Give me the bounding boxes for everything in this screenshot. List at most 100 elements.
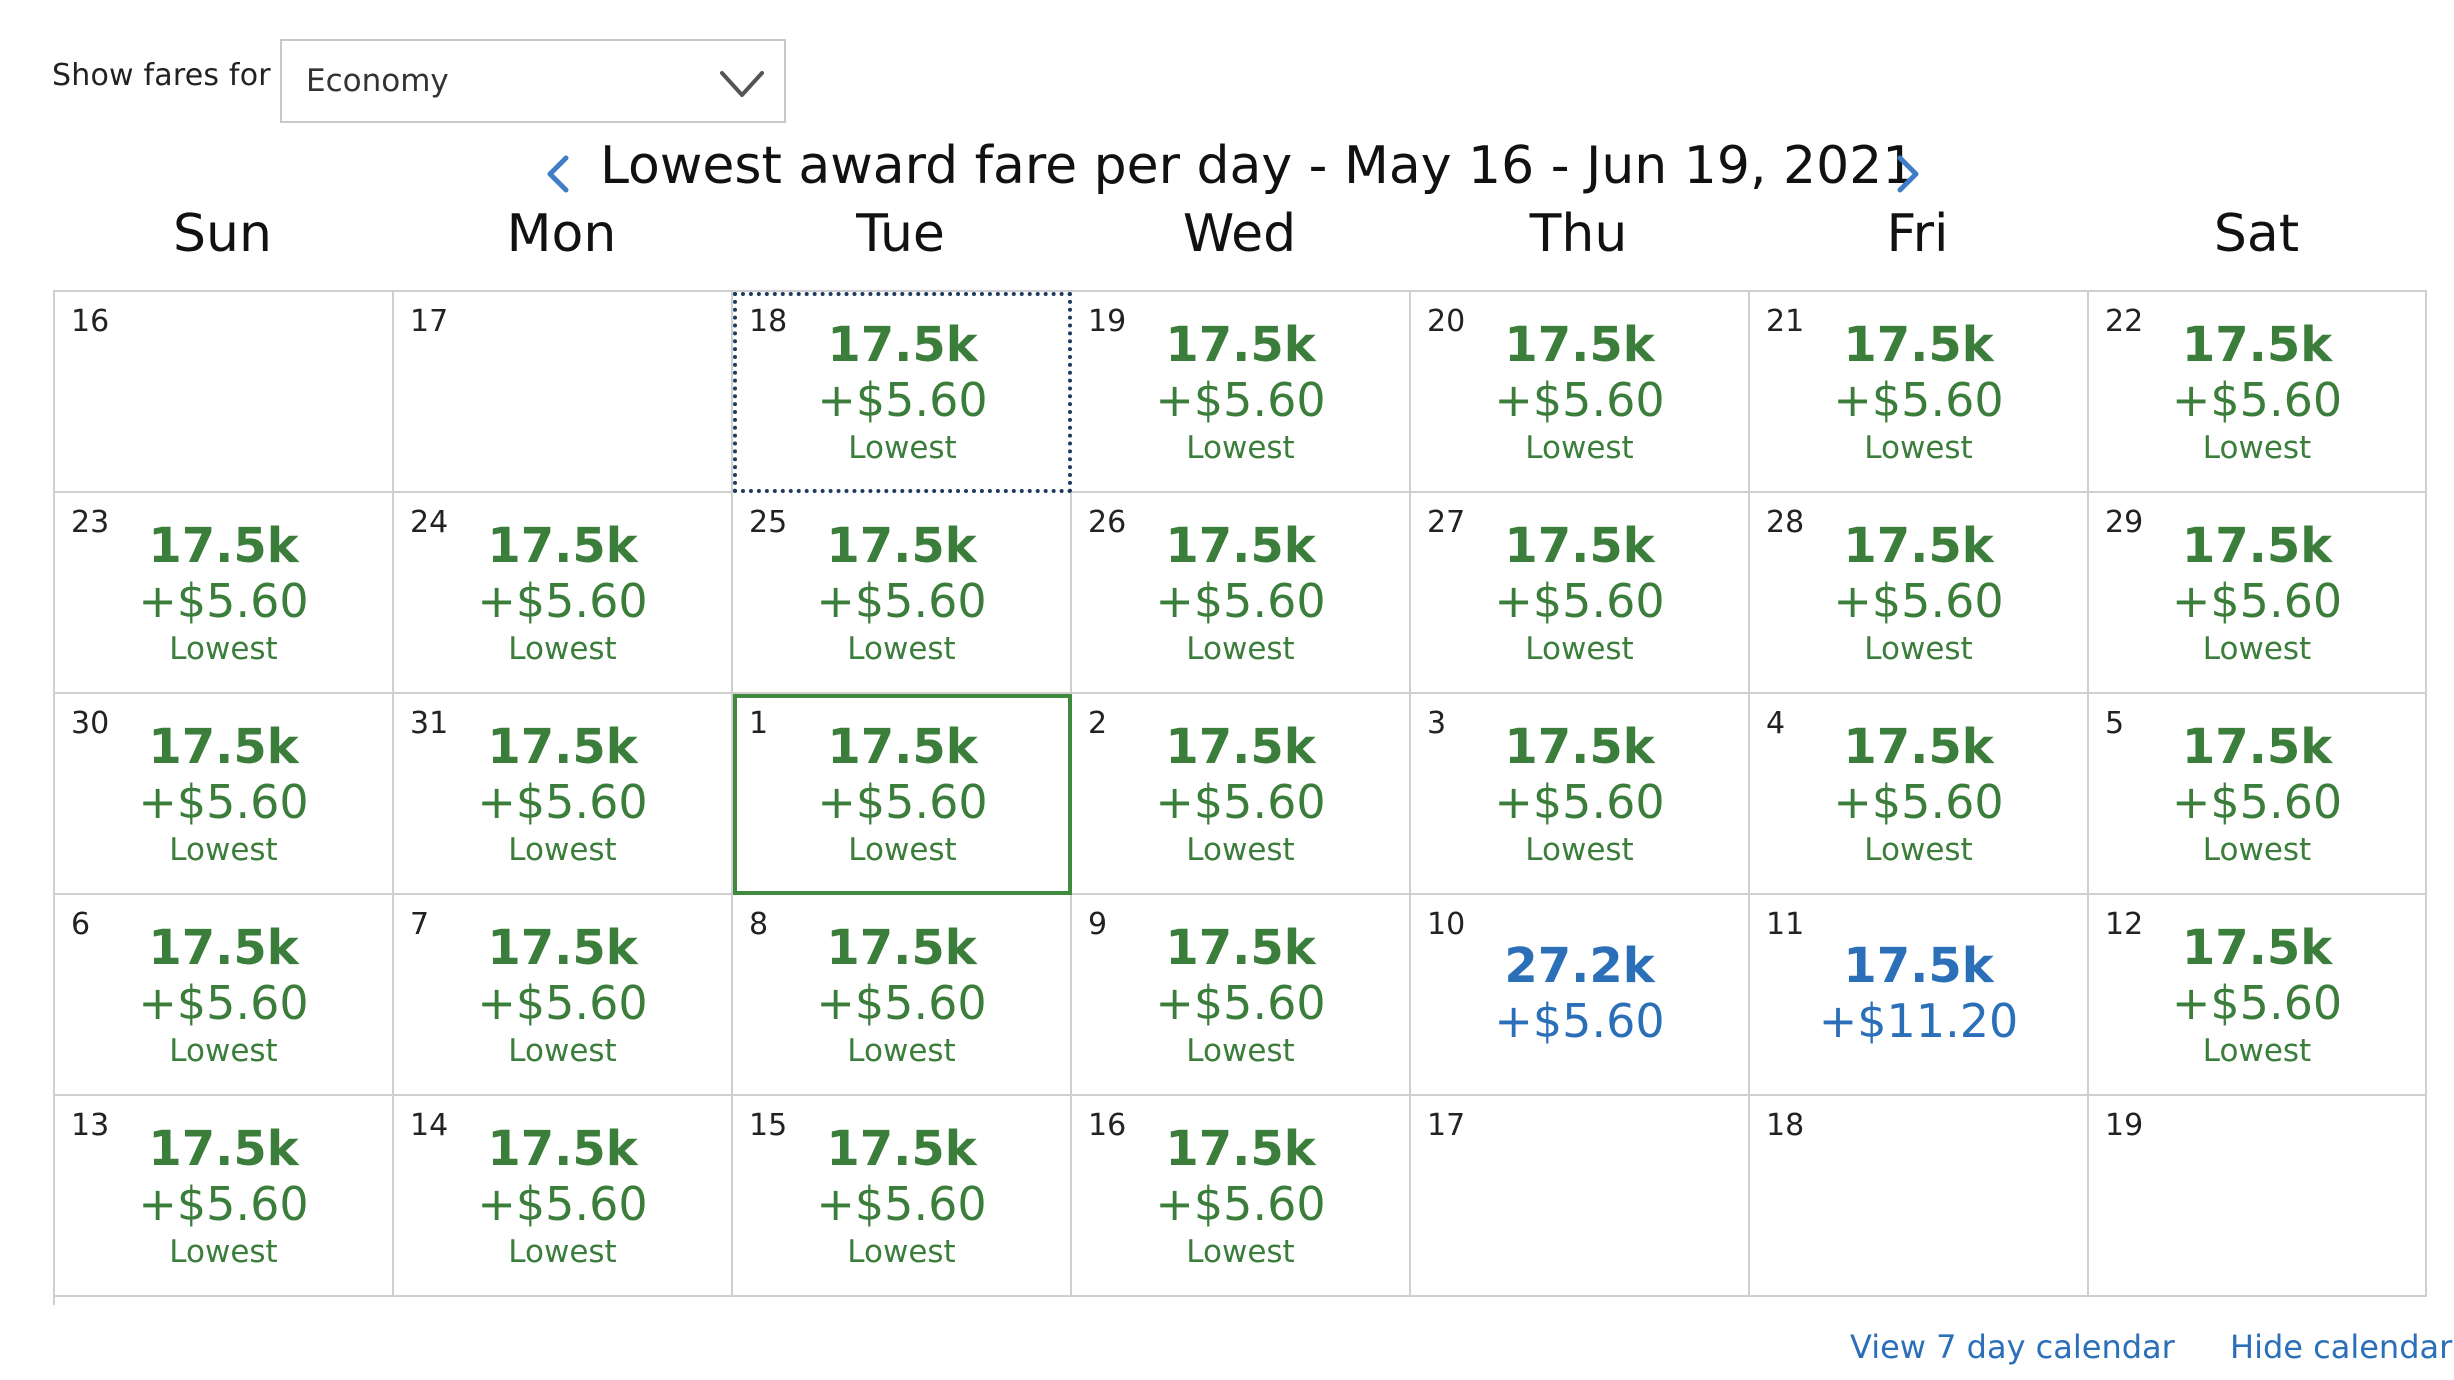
fare-info: 17.5k +$5.60 Lowest: [737, 718, 1068, 872]
previous-range-icon[interactable]: [538, 150, 578, 198]
calendar-day-cell[interactable]: 26 17.5k +$5.60 Lowest: [1072, 493, 1411, 694]
fare-taxes: +$5.60: [1833, 574, 2004, 628]
fare-taxes: +$5.60: [817, 775, 988, 829]
day-number: 18: [749, 304, 788, 339]
fare-info: 17.5k +$5.60 Lowest: [733, 919, 1070, 1073]
day-number: 27: [1427, 505, 1466, 540]
calendar-day-cell[interactable]: 30 17.5k +$5.60 Lowest: [55, 694, 394, 895]
calendar-day-cell[interactable]: 4 17.5k +$5.60 Lowest: [1750, 694, 2089, 895]
fare-taxes: +$5.60: [477, 1177, 648, 1231]
fare-info: 27.2k +$5.60: [1411, 937, 1748, 1047]
fare-info: 17.5k +$5.60 Lowest: [2089, 517, 2425, 671]
calendar-day-cell[interactable]: 23 17.5k +$5.60 Lowest: [55, 493, 394, 694]
calendar-day-cell-empty: 17: [394, 292, 733, 493]
day-number: 14: [410, 1108, 449, 1143]
fare-miles: 17.5k: [1843, 518, 1994, 574]
fare-taxes: +$5.60: [1155, 775, 1326, 829]
fare-taxes: +$5.60: [2171, 574, 2343, 628]
calendar-day-cell[interactable]: 22 17.5k +$5.60 Lowest: [2089, 292, 2427, 493]
weekday-fri: Fri: [1886, 204, 1949, 264]
day-number: 16: [71, 304, 110, 339]
fare-miles: 27.2k: [1504, 938, 1655, 994]
fare-taxes: +$5.60: [1494, 373, 1665, 427]
next-range-icon[interactable]: [1888, 150, 1928, 198]
fare-miles: 17.5k: [826, 518, 977, 574]
lowest-fare-label: Lowest: [1864, 430, 1973, 466]
calendar-day-cell[interactable]: 5 17.5k +$5.60 Lowest: [2089, 694, 2427, 895]
fare-miles: 17.5k: [1165, 1121, 1316, 1177]
day-number: 24: [410, 505, 449, 540]
calendar-day-cell[interactable]: 20 17.5k +$5.60 Lowest: [1411, 292, 1750, 493]
calendar-day-cell[interactable]: 3 17.5k +$5.60 Lowest: [1411, 694, 1750, 895]
day-number: 13: [71, 1108, 110, 1143]
lowest-fare-label: Lowest: [1525, 430, 1634, 466]
day-number: 1: [749, 706, 769, 741]
lowest-fare-label: Lowest: [847, 1234, 956, 1270]
calendar-day-cell[interactable]: 14 17.5k +$5.60 Lowest: [394, 1096, 733, 1297]
calendar-day-cell[interactable]: 15 17.5k +$5.60 Lowest: [733, 1096, 1072, 1297]
calendar-day-cell[interactable]: 9 17.5k +$5.60 Lowest: [1072, 895, 1411, 1096]
fare-taxes: +$5.60: [1155, 373, 1326, 427]
lowest-fare-label: Lowest: [847, 1033, 956, 1069]
calendar-day-cell[interactable]: 8 17.5k +$5.60 Lowest: [733, 895, 1072, 1096]
calendar-day-cell[interactable]: 24 17.5k +$5.60 Lowest: [394, 493, 733, 694]
calendar-day-cell[interactable]: 28 17.5k +$5.60 Lowest: [1750, 493, 2089, 694]
fare-class-label: Show fares for: [52, 58, 271, 93]
fare-taxes: +$5.60: [2171, 775, 2343, 829]
day-number: 29: [2105, 505, 2144, 540]
calendar-day-cell[interactable]: 21 17.5k +$5.60 Lowest: [1750, 292, 2089, 493]
fare-info: 17.5k +$5.60 Lowest: [394, 517, 731, 671]
calendar-day-cell[interactable]: 29 17.5k +$5.60 Lowest: [2089, 493, 2427, 694]
calendar-day-cell[interactable]: 6 17.5k +$5.60 Lowest: [55, 895, 394, 1096]
fare-taxes: +$5.60: [477, 775, 648, 829]
calendar-day-cell[interactable]: 10 27.2k +$5.60: [1411, 895, 1750, 1096]
lowest-fare-label: Lowest: [169, 1033, 278, 1069]
day-number: 6: [71, 907, 91, 942]
day-number: 30: [71, 706, 110, 741]
hide-calendar-link[interactable]: Hide calendar: [2230, 1328, 2453, 1366]
day-number: 20: [1427, 304, 1466, 339]
fare-info: 17.5k +$5.60 Lowest: [1750, 517, 2087, 671]
calendar-day-cell[interactable]: 7 17.5k +$5.60 Lowest: [394, 895, 733, 1096]
calendar-day-cell[interactable]: 25 17.5k +$5.60 Lowest: [733, 493, 1072, 694]
calendar-day-cell[interactable]: 18 17.5k +$5.60 Lowest: [733, 292, 1072, 493]
fare-taxes: +$5.60: [2171, 976, 2343, 1030]
day-number: 21: [1766, 304, 1805, 339]
fare-taxes: +$5.60: [1155, 976, 1326, 1030]
view-7-day-calendar-link[interactable]: View 7 day calendar: [1850, 1328, 2175, 1366]
calendar-day-cell[interactable]: 2 17.5k +$5.60 Lowest: [1072, 694, 1411, 895]
day-number: 28: [1766, 505, 1805, 540]
calendar-day-cell[interactable]: 1 17.5k +$5.60 Lowest: [733, 694, 1072, 895]
fare-miles: 17.5k: [487, 719, 638, 775]
lowest-fare-label: Lowest: [1864, 631, 1973, 667]
fare-taxes: +$5.60: [816, 574, 987, 628]
fare-info: 17.5k +$5.60 Lowest: [1072, 919, 1409, 1073]
calendar-day-cell[interactable]: 27 17.5k +$5.60 Lowest: [1411, 493, 1750, 694]
fare-class-select[interactable]: Economy: [280, 39, 786, 123]
fare-info: 17.5k +$5.60 Lowest: [2089, 718, 2425, 872]
calendar-day-cell[interactable]: 16 17.5k +$5.60 Lowest: [1072, 1096, 1411, 1297]
calendar-day-cell-empty: 17: [1411, 1096, 1750, 1297]
calendar-day-cell[interactable]: 11 17.5k +$11.20: [1750, 895, 2089, 1096]
fare-taxes: +$5.60: [138, 976, 309, 1030]
calendar-day-cell[interactable]: 13 17.5k +$5.60 Lowest: [55, 1096, 394, 1297]
lowest-fare-label: Lowest: [848, 832, 957, 868]
weekday-thu: Thu: [1529, 204, 1628, 264]
day-number: 19: [1088, 304, 1127, 339]
fare-info: 17.5k +$5.60 Lowest: [1411, 718, 1748, 872]
calendar-day-cell[interactable]: 31 17.5k +$5.60 Lowest: [394, 694, 733, 895]
fare-miles: 17.5k: [826, 920, 977, 976]
weekday-header: Sun Mon Tue Wed Thu Fri Sat: [53, 204, 2427, 284]
fare-miles: 17.5k: [1165, 719, 1316, 775]
calendar-day-cell[interactable]: 19 17.5k +$5.60 Lowest: [1072, 292, 1411, 493]
calendar-day-cell[interactable]: 12 17.5k +$5.60 Lowest: [2089, 895, 2427, 1096]
lowest-fare-label: Lowest: [508, 631, 617, 667]
lowest-fare-label: Lowest: [508, 1033, 617, 1069]
fare-miles: 17.5k: [1843, 938, 1994, 994]
lowest-fare-label: Lowest: [508, 1234, 617, 1270]
day-number: 18: [1766, 1108, 1805, 1143]
fare-info: 17.5k +$5.60 Lowest: [1072, 517, 1409, 671]
fare-miles: 17.5k: [827, 317, 978, 373]
lowest-fare-label: Lowest: [1864, 832, 1973, 868]
fare-taxes: +$5.60: [138, 775, 309, 829]
